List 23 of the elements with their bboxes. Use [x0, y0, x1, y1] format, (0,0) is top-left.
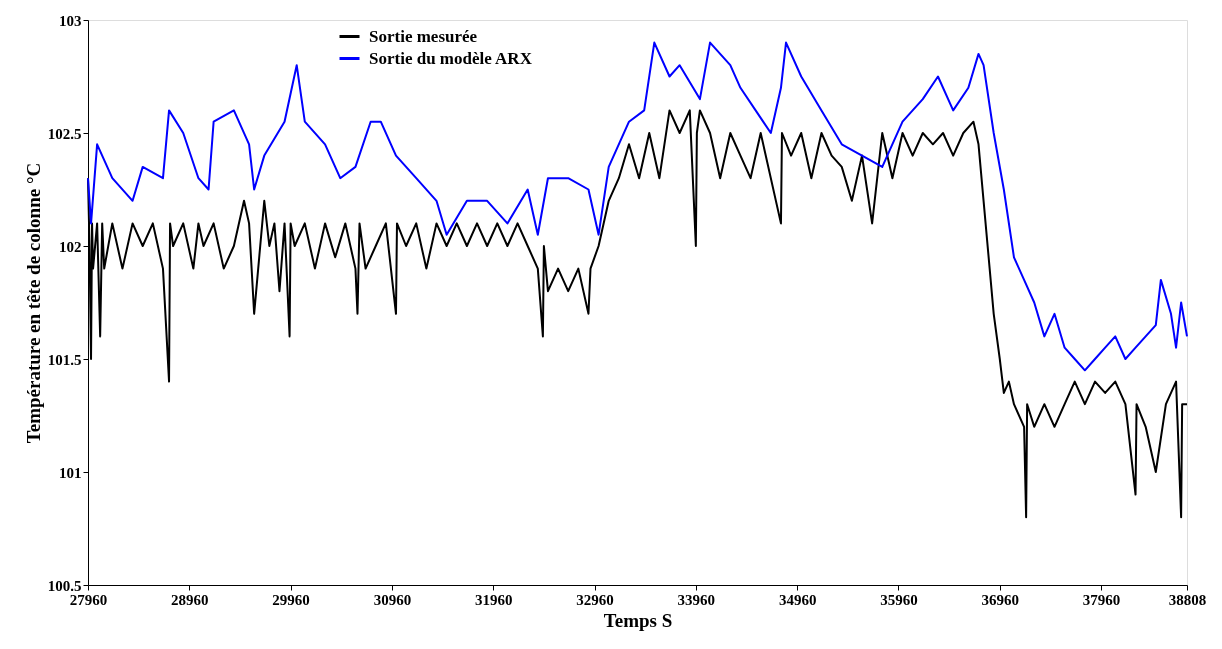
legend-label: Sortie mesurée [369, 26, 478, 46]
line-series [87, 41, 1188, 372]
x-axis-title: Temps S [603, 609, 673, 631]
x-tick-label: 33960 [677, 591, 716, 608]
y-tick-label: 101.5 [47, 351, 82, 368]
y-tick-label: 102 [59, 238, 82, 255]
legend-label: Sortie du modèle ARX [369, 48, 533, 68]
x-tick-label: 27960 [69, 591, 108, 608]
x-tick-label: 36960 [981, 591, 1020, 608]
x-tick-label: 37960 [1082, 591, 1121, 608]
y-axis-title: Température en tête de colonne °C [22, 162, 44, 444]
x-tick-label: 31960 [474, 591, 513, 608]
x-tick-label: 29960 [272, 591, 310, 608]
x-tick-label: 30960 [373, 591, 412, 608]
y-tick-label: 101 [59, 464, 82, 481]
y-tick-label: 102.5 [47, 125, 82, 142]
x-tick-label: 32960 [576, 591, 614, 608]
x-tick-label: 38808 [1168, 591, 1207, 608]
x-tick-label: 35960 [880, 591, 918, 608]
y-tick-label: 100.5 [47, 577, 82, 594]
x-tick-label: 34960 [778, 591, 817, 608]
x-tick-label: 28960 [171, 591, 209, 608]
y-tick-label: 103 [59, 12, 82, 29]
